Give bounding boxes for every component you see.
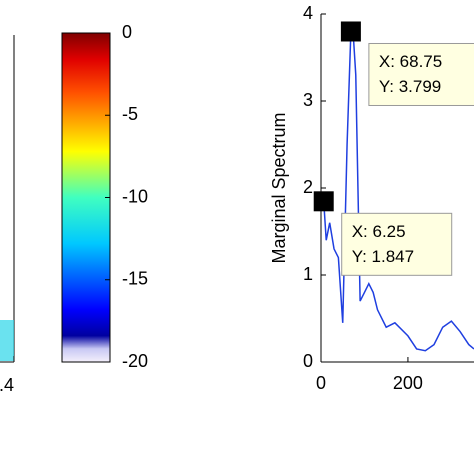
line-series [322,31,474,352]
data-tip: X: 6.25 Y: 1.847 [313,191,453,276]
data-tip-marker [313,191,334,212]
data-tip-box [341,212,453,276]
heatmap-edge [0,320,14,361]
colorbar [61,32,111,363]
colorbar-tick-label: -20 [122,351,148,371]
y-tick-label: 1 [303,264,313,284]
y-axis-label: Marginal Spectrum [269,112,289,263]
y-tick-label: 2 [303,177,313,197]
colorbar-tick-label: -10 [122,186,148,206]
data-tip-x: X: 68.75 [379,52,442,71]
y-tick-label: 0 [303,351,313,371]
x-tick-label: 200 [393,373,423,393]
data-tip-marker [340,21,361,42]
x-tick-label: 0 [316,373,326,393]
data-tip-box [368,42,474,106]
colorbar-tick-label: 0 [122,22,132,42]
y-tick-label: 3 [303,90,313,110]
y-tick-label: 4 [303,3,313,23]
data-tip-y: Y: 3.799 [379,77,441,96]
data-tip-x: X: 6.25 [352,222,406,241]
x-tick-label: 0.4 [0,375,14,395]
data-tip-y: Y: 1.847 [352,247,414,266]
data-tip: X: 68.75 Y: 3.799 [340,21,474,106]
colorbar-tick-label: -15 [122,269,148,289]
colorbar-tick-label: -5 [122,104,138,124]
